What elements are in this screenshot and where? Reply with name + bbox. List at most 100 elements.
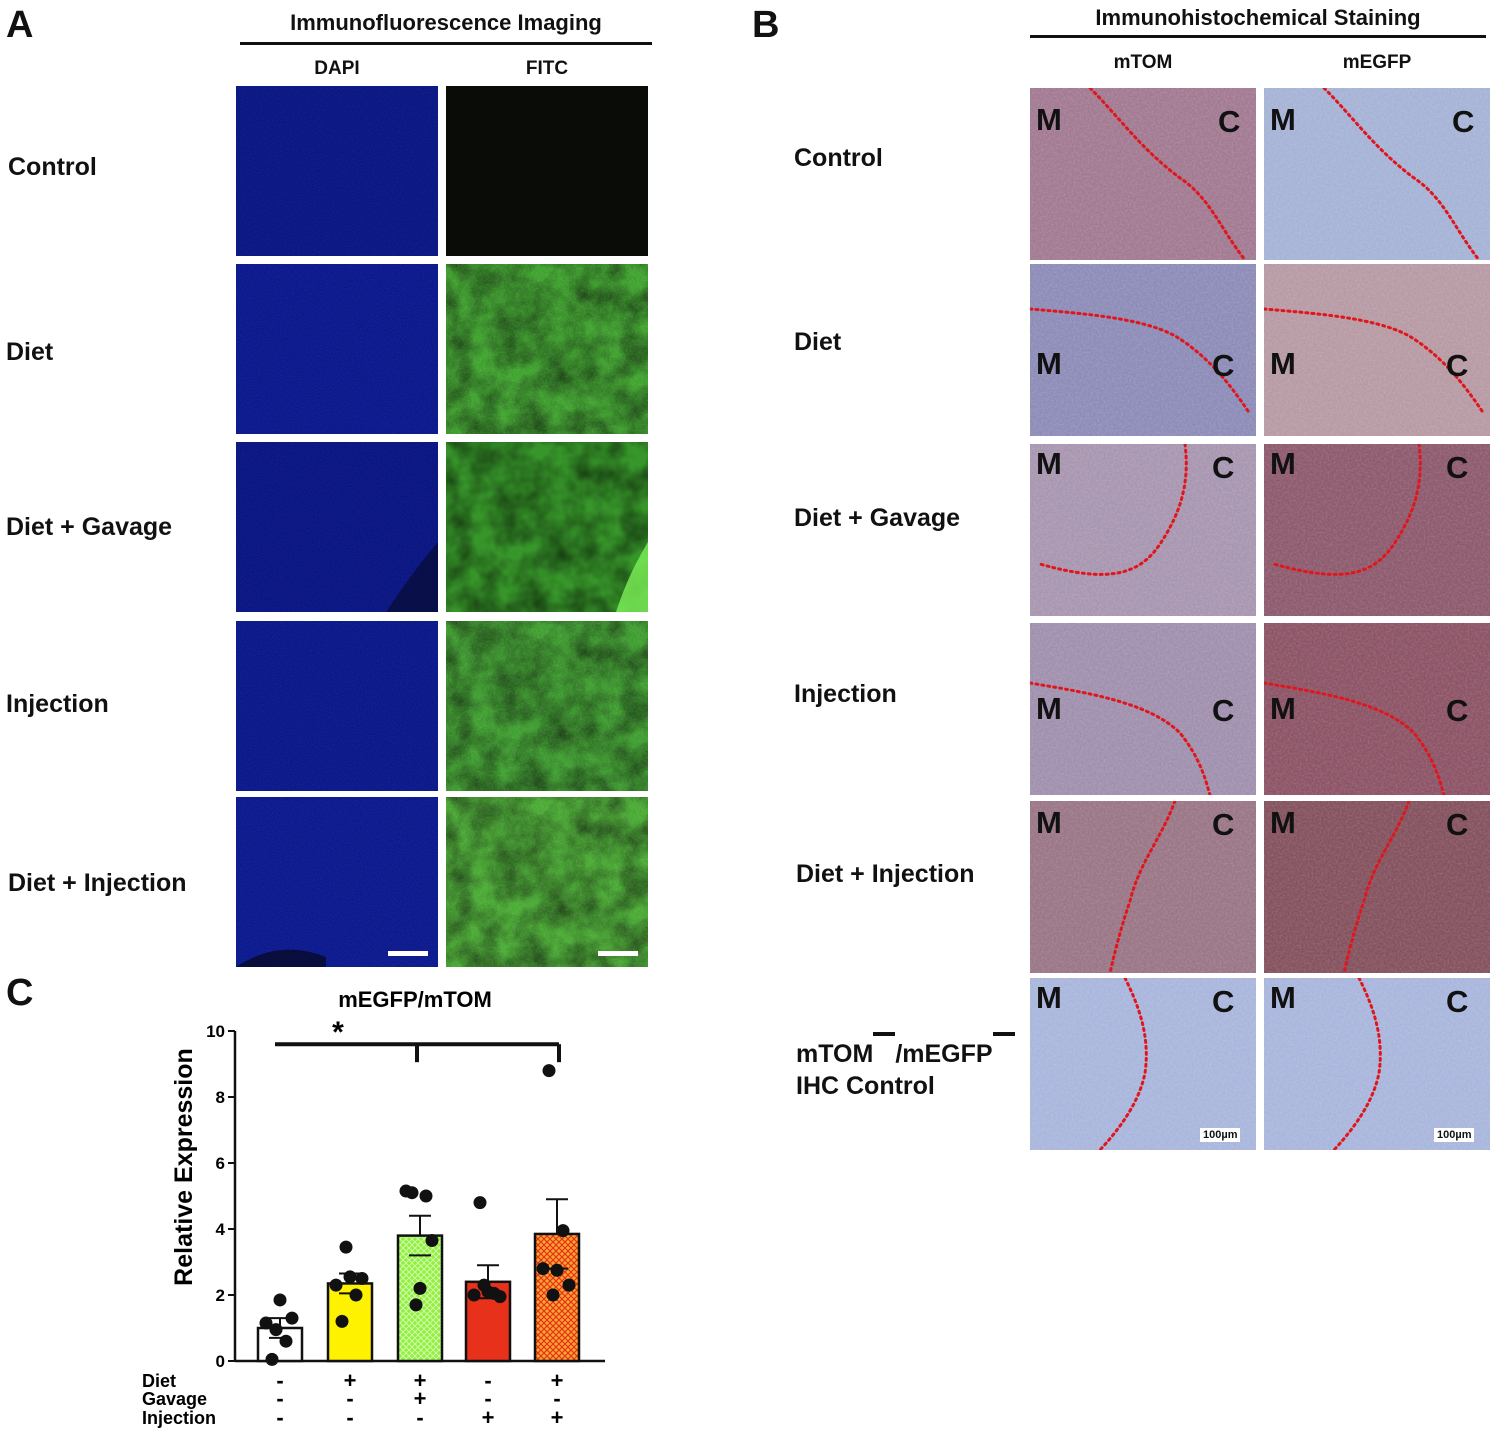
dapi-injection-image — [236, 621, 438, 791]
cortex-label: C — [1446, 693, 1469, 728]
condition-sign: + — [414, 1386, 427, 1411]
cortex-label: C — [1446, 807, 1469, 842]
dapi-control-image — [236, 86, 438, 256]
fitc-injection-image — [446, 621, 648, 791]
fitc-control-image — [446, 86, 648, 256]
dapi-diet-injection-image — [236, 797, 438, 967]
y-tick-label: 0 — [216, 1352, 225, 1371]
data-point — [285, 1311, 299, 1325]
condition-row-label: Diet — [142, 1371, 176, 1391]
data-point — [273, 1293, 287, 1307]
medulla-cortex-boundary — [1272, 444, 1422, 576]
medulla-label: M — [1270, 346, 1296, 381]
medulla-cortex-boundary — [1108, 801, 1177, 973]
data-point — [329, 1278, 343, 1292]
cortex-label: C — [1212, 807, 1235, 842]
cortex-label: C — [1452, 104, 1475, 139]
cortex-label: C — [1212, 450, 1235, 485]
data-point — [546, 1288, 560, 1302]
data-point — [279, 1334, 293, 1348]
medulla-label: M — [1036, 805, 1062, 840]
bar-chart: mEGFP/mTOM Relative Expression 0 2 4 6 8 10 * D… — [142, 987, 605, 1430]
data-point — [413, 1281, 427, 1295]
b-row-label-diet-injection: Diet + Injection — [796, 860, 975, 888]
megfp-overline — [992, 1032, 1015, 1036]
fitc-diet-gavage-image — [446, 442, 648, 612]
a-row-label-diet-injection: Diet + Injection — [8, 869, 187, 897]
condition-sign: - — [276, 1386, 283, 1411]
medulla-cortex-boundary — [1098, 978, 1148, 1150]
bar — [256, 1326, 304, 1363]
data-point — [473, 1196, 487, 1210]
chart-title: mEGFP/mTOM — [338, 987, 492, 1012]
y-tick-label: 8 — [216, 1088, 225, 1107]
medulla-cortex-boundary — [1342, 801, 1411, 973]
data-point — [259, 1316, 273, 1330]
condition-sign: - — [484, 1386, 491, 1411]
b-row-label-diet: Diet — [794, 328, 842, 356]
b-row-label-ihc-control-line1: mTOM/mEGFP — [796, 1032, 1015, 1069]
dapi-diet-gavage-image — [236, 442, 438, 612]
megfp-negative-text: /mEGFP — [895, 1040, 993, 1068]
condition-sign: + — [551, 1368, 564, 1393]
mtom-overline — [873, 1032, 896, 1036]
medulla-cortex-boundary — [1264, 307, 1486, 416]
data-point — [269, 1323, 283, 1337]
ihc-scale-label: 100µm — [1200, 1128, 1241, 1142]
medulla-cortex-boundary — [1264, 681, 1446, 795]
data-point — [493, 1290, 507, 1304]
medulla-cortex-boundary — [1030, 307, 1252, 416]
condition-sign: - — [416, 1405, 423, 1430]
medulla-label: M — [1270, 446, 1296, 481]
y-tick-label: 4 — [216, 1220, 226, 1239]
mtom-negative-text: mTOM — [796, 1040, 874, 1068]
condition-row-label: Injection — [142, 1408, 216, 1428]
data-point — [335, 1314, 349, 1328]
y-tick-label: 2 — [216, 1286, 225, 1305]
panel-b-title: Immunohistochemical Staining — [1095, 5, 1421, 30]
panel-a-title: Immunofluorescence Imaging — [290, 10, 602, 35]
medulla-cortex-boundary — [1088, 88, 1247, 260]
data-point — [550, 1263, 564, 1277]
medulla-label: M — [1270, 805, 1296, 840]
data-point — [556, 1224, 570, 1238]
condition-sign: + — [344, 1368, 357, 1393]
b-row-label-diet-gavage: Diet + Gavage — [794, 504, 961, 532]
ihc-megfp-ihc-control-image: M C 100µm — [1264, 978, 1490, 1150]
panel-a-rule — [240, 42, 652, 45]
condition-sign: - — [346, 1405, 353, 1430]
y-tick-label: 10 — [206, 1022, 225, 1041]
col-head-fitc: FITC — [525, 58, 569, 79]
data-point — [467, 1288, 481, 1302]
significance-star: * — [332, 1016, 344, 1049]
data-point — [355, 1272, 369, 1285]
data-point — [265, 1352, 279, 1366]
medulla-cortex-boundary — [1322, 88, 1481, 260]
medulla-label: M — [1270, 691, 1296, 726]
y-axis-label: Relative Expression — [170, 1048, 198, 1286]
data-point — [562, 1278, 576, 1292]
medulla-label: M — [1036, 446, 1062, 481]
panel-b-rule — [1030, 35, 1486, 38]
condition-sign: - — [276, 1405, 283, 1430]
condition-sign: + — [551, 1405, 564, 1430]
medulla-label: M — [1270, 102, 1296, 137]
data-point — [339, 1240, 353, 1254]
panel-a-letter: A — [6, 4, 34, 46]
data-point — [536, 1262, 550, 1276]
cortex-label: C — [1212, 348, 1235, 383]
condition-row-label: Gavage — [142, 1389, 207, 1409]
condition-sign: - — [484, 1368, 491, 1393]
bar — [396, 1234, 444, 1363]
dapi-scale-bar — [388, 951, 428, 956]
cortex-label: C — [1218, 104, 1241, 139]
cortex-label: C — [1212, 984, 1235, 1019]
fitc-diet-image — [446, 264, 648, 434]
a-row-label-control: Control — [8, 153, 97, 181]
